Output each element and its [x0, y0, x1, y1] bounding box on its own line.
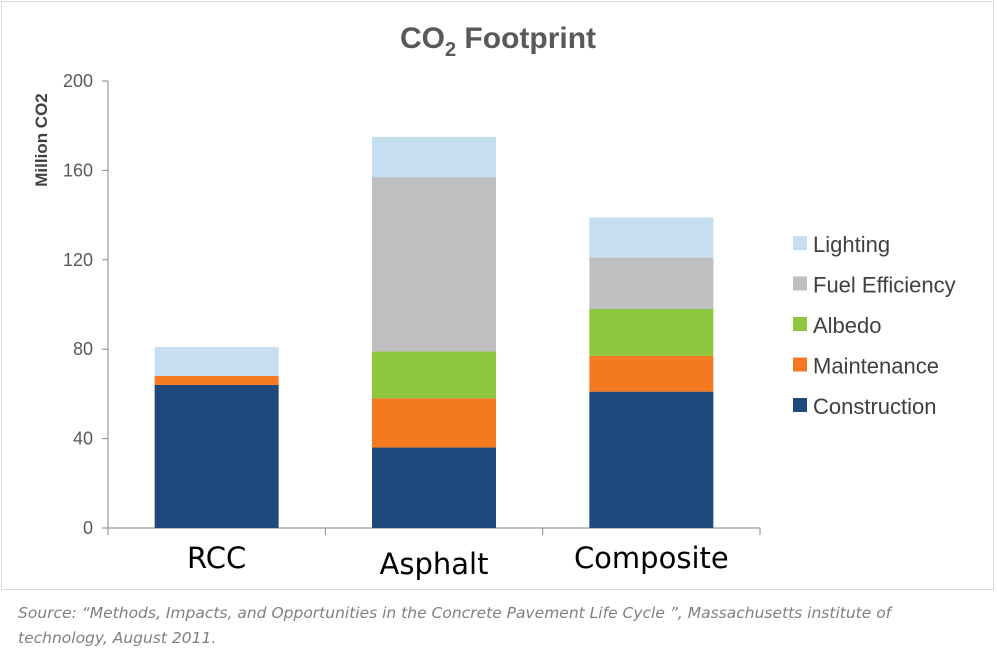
- chart-title-rest: Footprint: [456, 22, 596, 55]
- bar-segment-maintenance-composite: [589, 355, 714, 392]
- source-note: Source: “Methods, Impacts, and Opportuni…: [18, 604, 892, 647]
- legend: Lighting Fuel Efficiency Albedo Maintenance…: [793, 232, 956, 419]
- bar-segment-construction-asphalt: [372, 447, 496, 528]
- x-ticks: RCC Asphalt Composite: [107, 528, 761, 581]
- bars: [154, 136, 714, 528]
- chart-title-subscript: 2: [445, 39, 456, 61]
- x-tick-label: Asphalt: [380, 547, 489, 581]
- x-tick-label: RCC: [187, 541, 246, 575]
- legend-swatch-lighting: [793, 236, 807, 250]
- y-tick-label: 80: [73, 339, 93, 359]
- legend-label-albedo: Albedo: [813, 313, 882, 338]
- bar-segment-construction-composite: [589, 391, 714, 528]
- legend-label-fuel-efficiency: Fuel Efficiency: [813, 273, 956, 298]
- legend-label-lighting: Lighting: [813, 232, 890, 257]
- legend-swatch-maintenance: [793, 357, 807, 372]
- bar-segment-maintenance-asphalt: [372, 398, 496, 448]
- bar-segment-lighting-composite: [589, 217, 714, 258]
- bar-segment-lighting-asphalt: [372, 136, 496, 178]
- y-axis-label: Million CO2: [32, 93, 51, 187]
- chart-title: CO2 Footprint: [400, 22, 596, 61]
- legend-label-construction: Construction: [813, 394, 937, 419]
- y-tick-label: 40: [73, 429, 93, 449]
- bar-segment-fuel-efficiency-asphalt: [372, 177, 496, 352]
- chart-title-main: CO: [400, 22, 445, 55]
- y-ticks: 0 40 80 120 160 200: [63, 71, 108, 538]
- bar-segment-lighting-rcc: [154, 346, 279, 377]
- y-tick-label: 200: [63, 71, 93, 91]
- bar-segment-albedo-asphalt: [372, 351, 496, 399]
- bar-segment-construction-rcc: [154, 384, 279, 528]
- bar-segment-albedo-composite: [589, 308, 714, 356]
- y-tick-label: 120: [63, 250, 93, 270]
- y-tick-label: 160: [63, 160, 93, 180]
- x-tick-label: Composite: [574, 541, 729, 575]
- y-tick-label: 0: [83, 518, 93, 538]
- legend-swatch-fuel-efficiency: [793, 276, 807, 291]
- legend-swatch-construction: [793, 398, 807, 412]
- legend-swatch-albedo: [793, 317, 807, 331]
- bar-segment-fuel-efficiency-composite: [589, 257, 714, 309]
- co2-footprint-chart: CO2 Footprint Million CO2 0 40 80 120 160 200…: [32, 22, 956, 581]
- bar-segment-maintenance-rcc: [154, 376, 279, 385]
- legend-label-maintenance: Maintenance: [813, 354, 939, 379]
- chart-frame: [1, 1, 994, 590]
